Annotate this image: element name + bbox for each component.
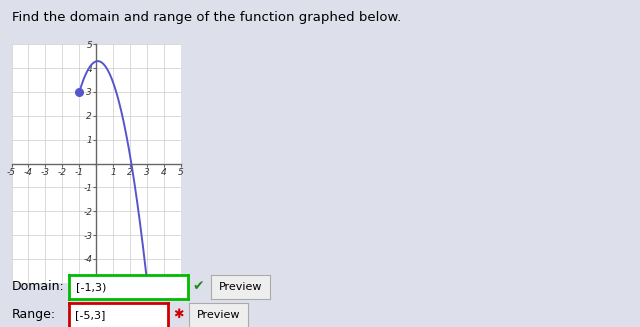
Text: Range:: Range: [12, 308, 56, 321]
Text: Preview: Preview [219, 282, 262, 292]
Text: ✱: ✱ [173, 308, 183, 321]
Text: [-1,3): [-1,3) [76, 282, 107, 292]
Text: ✔: ✔ [192, 279, 204, 293]
Text: Domain:: Domain: [12, 280, 64, 293]
Text: Find the domain and range of the function graphed below.: Find the domain and range of the functio… [12, 11, 401, 25]
Text: [-5,3]: [-5,3] [75, 310, 106, 320]
Text: Preview: Preview [196, 310, 240, 320]
